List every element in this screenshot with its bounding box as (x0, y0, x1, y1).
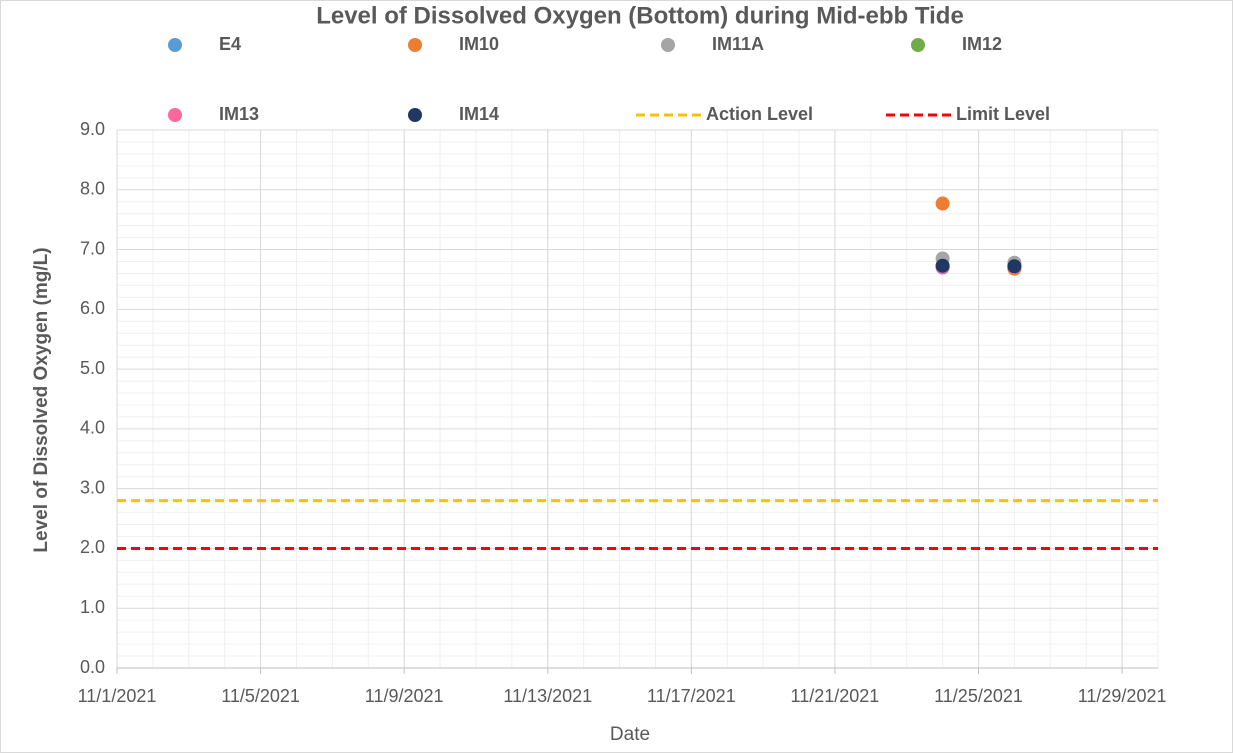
y-tick-label: 8.0 (80, 179, 105, 199)
y-tick-label: 2.0 (80, 537, 105, 557)
legend-marker (168, 38, 182, 52)
x-tick-label: 11/1/2021 (78, 686, 157, 706)
y-tick-label: 7.0 (80, 238, 105, 258)
legend-label: E4 (219, 34, 241, 54)
legend-label: Limit Level (956, 104, 1050, 124)
y-tick-label: 5.0 (80, 358, 105, 378)
y-tick-label: 1.0 (80, 597, 105, 617)
x-axis-title: Date (610, 724, 650, 745)
y-tick-label: 9.0 (80, 119, 105, 139)
legend-marker (911, 38, 925, 52)
legend-label: IM14 (459, 104, 499, 124)
legend-marker (408, 38, 422, 52)
legend-label: IM10 (459, 34, 499, 54)
legend-label: IM12 (962, 34, 1002, 54)
chart-title: Level of Dissolved Oxygen (Bottom) durin… (316, 2, 964, 29)
legend-marker (168, 108, 182, 122)
y-axis-title: Level of Dissolved Oxygen (mg/L) (31, 247, 52, 552)
x-tick-label: 11/17/2021 (647, 686, 736, 706)
y-tick-label: 4.0 (80, 418, 105, 438)
y-tick-label: 6.0 (80, 298, 105, 318)
legend-label: Action Level (706, 104, 813, 124)
x-tick-label: 11/29/2021 (1078, 686, 1167, 706)
scatter-point (1007, 259, 1022, 274)
x-tick-label: 11/5/2021 (221, 686, 300, 706)
scatter-point (935, 258, 950, 273)
x-tick-label: 11/25/2021 (934, 686, 1023, 706)
x-tick-label: 11/21/2021 (791, 686, 880, 706)
legend-marker (408, 108, 422, 122)
scatter-point (935, 196, 950, 211)
x-tick-label: 11/13/2021 (503, 686, 592, 706)
x-tick-label: 11/9/2021 (365, 686, 444, 706)
y-tick-label: 0.0 (80, 657, 105, 677)
legend-label: IM13 (219, 104, 259, 124)
y-tick-label: 3.0 (80, 477, 105, 497)
legend-label: IM11A (712, 34, 764, 54)
legend-marker (661, 38, 675, 52)
